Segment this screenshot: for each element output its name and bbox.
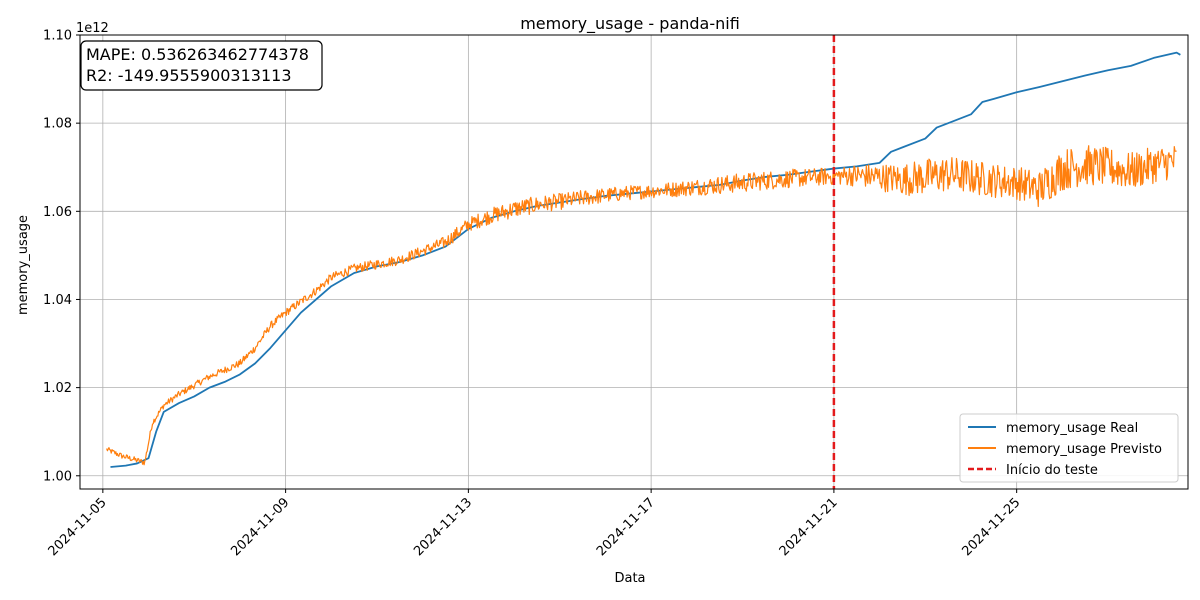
r2-text: R2: -149.9555900313113: [86, 66, 292, 85]
series-layer: [106, 35, 1181, 489]
plot-frame: [79, 34, 1189, 490]
y-tick-label: 1.04: [43, 293, 72, 308]
legend: memory_usage Real memory_usage Previsto …: [959, 413, 1179, 483]
y-tick-label: 1.08: [43, 117, 72, 132]
y-axis-label: memory_usage: [16, 215, 31, 315]
legend-label-real: memory_usage Real: [1006, 421, 1138, 436]
x-axis-label: Data: [614, 571, 645, 586]
y-tick-label: 1.10: [43, 29, 72, 44]
metrics-box: [80, 40, 323, 91]
chart-title: memory_usage - panda-nifi: [520, 14, 740, 34]
legend-box: [959, 413, 1179, 483]
y-tick-label: 1.02: [43, 381, 72, 396]
mape-text: MAPE: 0.536263462774378: [86, 45, 309, 64]
y-tick-label: 1.00: [43, 469, 72, 484]
legend-label-previsto: memory_usage Previsto: [1006, 442, 1162, 457]
series-line-previsto: [106, 145, 1177, 466]
y-tick-label: 1.06: [43, 205, 72, 220]
y-offset-label: 1e12: [76, 21, 109, 36]
legend-label-test-start: Início do teste: [1006, 463, 1098, 478]
metrics-annotation: MAPE: 0.536263462774378 R2: -149.9555900…: [80, 40, 323, 91]
